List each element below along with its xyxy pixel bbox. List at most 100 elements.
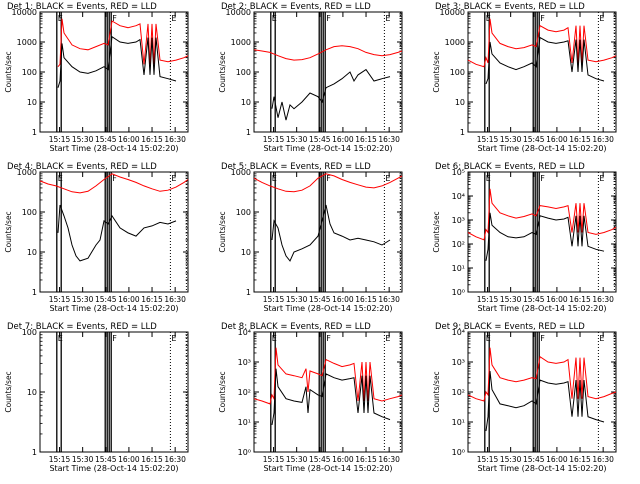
x-tick-label: 16:00 — [118, 135, 140, 144]
x-tick-label: 16:00 — [118, 455, 140, 464]
x-tick-label: 15:30 — [72, 135, 94, 144]
x-tick-label: 16:30 — [164, 135, 186, 144]
y-tick-label: 10000 — [226, 8, 251, 17]
x-tick-label: 15:30 — [286, 135, 308, 144]
y-axis-label: Counts/sec — [4, 371, 13, 412]
x-axis-label: Start Time (28-Oct-14 15:02:20) — [49, 304, 178, 313]
x-tick-label: 16:15 — [355, 135, 377, 144]
x-tick-label: 15:45 — [523, 295, 545, 304]
x-tick-label: 16:30 — [592, 295, 614, 304]
y-tick-label: 10² — [452, 240, 465, 249]
y-tick-label: 1000 — [17, 38, 37, 47]
marker-letter: F — [540, 334, 545, 343]
y-tick-label: 100 — [450, 68, 465, 77]
x-tick-label: 16:30 — [378, 295, 400, 304]
x-tick-label: 15:45 — [95, 455, 117, 464]
marker-letter: E — [272, 14, 277, 23]
y-tick-label: 10¹ — [452, 264, 465, 273]
events-series-line — [57, 35, 177, 88]
y-axis-label: Counts/sec — [218, 211, 227, 252]
events-series-line — [57, 204, 177, 262]
plot-frame — [467, 11, 617, 133]
y-tick-label: 1 — [32, 128, 37, 137]
marker-letter: F — [112, 14, 117, 23]
y-axis-label: Counts/sec — [4, 211, 13, 252]
x-tick-label: 15:45 — [523, 455, 545, 464]
x-tick-label: 15:45 — [309, 135, 331, 144]
y-tick-label: 10⁴ — [452, 192, 465, 201]
x-tick-label: 15:30 — [286, 455, 308, 464]
x-tick-label: 16:30 — [378, 135, 400, 144]
x-tick-label: 16:00 — [332, 455, 354, 464]
x-tick-label: 15:30 — [286, 295, 308, 304]
y-tick-label: 10³ — [452, 358, 465, 367]
x-axis-label: Start Time (28-Oct-14 15:02:20) — [49, 144, 178, 153]
events-series-line — [485, 36, 605, 85]
y-tick-label: 10 — [241, 248, 251, 257]
x-tick-label: 16:15 — [141, 455, 163, 464]
y-tick-label: 1 — [32, 448, 37, 457]
x-axis-label: Start Time (28-Oct-14 15:02:20) — [477, 144, 606, 153]
x-tick-label: 15:45 — [523, 135, 545, 144]
x-tick-label: 16:00 — [332, 135, 354, 144]
y-tick-label: 1 — [246, 128, 251, 137]
y-tick-label: 10 — [455, 98, 465, 107]
lld-series-line — [467, 18, 617, 68]
lld-series-line — [253, 173, 403, 193]
x-tick-label: 16:15 — [355, 455, 377, 464]
marker-letter: E — [599, 334, 604, 343]
x-tick-label: 16:30 — [592, 135, 614, 144]
plot-title: Det 4: BLACK = Events, RED = LLD — [7, 162, 157, 172]
y-tick-label: 10³ — [238, 358, 251, 367]
y-tick-label: 10³ — [452, 216, 465, 225]
y-tick-label: 1 — [32, 288, 37, 297]
y-tick-label: 1 — [460, 128, 465, 137]
marker-letter: F — [540, 174, 545, 183]
events-series-line — [271, 368, 391, 425]
marker-letter: F — [326, 14, 331, 23]
x-tick-label: 16:15 — [569, 135, 591, 144]
lld-series-line — [253, 347, 403, 405]
y-tick-label: 1000 — [17, 168, 37, 177]
lld-series-line — [467, 347, 617, 402]
x-axis-label: Start Time (28-Oct-14 15:02:20) — [263, 464, 392, 473]
x-tick-label: 15:15 — [477, 455, 499, 464]
x-tick-label: 15:15 — [49, 455, 71, 464]
y-tick-label: 10⁴ — [452, 328, 465, 337]
marker-letter: E — [171, 174, 176, 183]
x-tick-label: 16:15 — [141, 135, 163, 144]
x-tick-label: 16:15 — [355, 295, 377, 304]
y-tick-label: 10000 — [12, 8, 37, 17]
y-tick-label: 10⁰ — [452, 288, 465, 297]
plot-frame — [467, 171, 617, 293]
plot-title: Det 9: BLACK = Events, RED = LLD — [435, 322, 585, 332]
marker-letter: F — [112, 174, 117, 183]
plot-title: Det 2: BLACK = Events, RED = LLD — [221, 2, 371, 12]
detector-plot-1: Det 1: BLACK = Events, RED = LLD 1 10 100 10… — [4, 2, 189, 153]
detector-plot-4: Det 4: BLACK = Events, RED = LLD 1 10 100 10… — [4, 162, 189, 313]
y-tick-label: 1000 — [231, 38, 251, 47]
x-tick-label: 15:30 — [500, 455, 522, 464]
x-tick-label: 16:30 — [592, 455, 614, 464]
y-tick-label: 100 — [22, 208, 37, 217]
y-tick-label: 10² — [238, 388, 251, 397]
detector-plot-8: Det 8: BLACK = Events, RED = LLD 10⁰ 10¹ 10… — [218, 322, 403, 473]
x-tick-label: 15:15 — [263, 295, 285, 304]
events-series-line — [271, 68, 391, 121]
x-axis-label: Start Time (28-Oct-14 15:02:20) — [49, 464, 178, 473]
marker-letter: E — [385, 14, 390, 23]
x-tick-label: 15:45 — [309, 295, 331, 304]
x-tick-label: 15:15 — [263, 135, 285, 144]
plot-title: Det 6: BLACK = Events, RED = LLD — [435, 162, 585, 172]
detector-plot-7: Det 7: BLACK = Events, RED = LLD 1 10 100 Co… — [4, 322, 189, 473]
marker-letter: F — [112, 334, 117, 343]
marker-letter: E — [272, 334, 277, 343]
x-tick-label: 16:00 — [546, 455, 568, 464]
x-tick-label: 15:45 — [95, 135, 117, 144]
y-tick-label: 1000 — [231, 168, 251, 177]
marker-letter: E — [58, 334, 63, 343]
x-tick-label: 15:30 — [500, 295, 522, 304]
plot-frame — [39, 11, 189, 133]
y-axis-label: Counts/sec — [432, 211, 441, 252]
